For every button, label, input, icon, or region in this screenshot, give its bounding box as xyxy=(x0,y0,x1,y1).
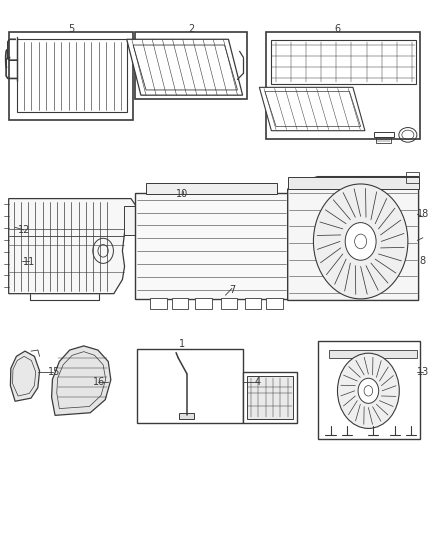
Polygon shape xyxy=(11,351,39,401)
Bar xyxy=(272,41,416,84)
Bar xyxy=(376,137,391,143)
Circle shape xyxy=(364,385,373,396)
Bar xyxy=(17,39,127,112)
Text: 7: 7 xyxy=(229,285,235,295)
Text: 2: 2 xyxy=(188,25,194,34)
Circle shape xyxy=(345,223,376,260)
Bar xyxy=(247,376,293,419)
Text: 12: 12 xyxy=(18,225,30,235)
Polygon shape xyxy=(9,199,138,294)
Bar xyxy=(9,33,133,120)
Bar xyxy=(245,298,261,309)
Text: 18: 18 xyxy=(417,209,429,219)
Text: 11: 11 xyxy=(23,257,35,268)
Circle shape xyxy=(314,184,408,299)
Bar xyxy=(124,206,138,235)
Circle shape xyxy=(355,234,367,249)
Polygon shape xyxy=(52,346,111,415)
Text: 5: 5 xyxy=(68,25,74,34)
Text: 8: 8 xyxy=(420,256,426,266)
Bar xyxy=(318,341,420,439)
Text: 1: 1 xyxy=(180,339,186,349)
Text: 10: 10 xyxy=(177,189,189,199)
Bar xyxy=(179,413,194,419)
Polygon shape xyxy=(259,87,365,131)
Bar xyxy=(266,298,283,309)
Bar xyxy=(243,372,297,423)
Bar xyxy=(221,298,237,309)
Bar xyxy=(150,298,166,309)
Text: 4: 4 xyxy=(254,377,261,387)
Circle shape xyxy=(337,353,399,429)
Bar xyxy=(406,173,419,183)
Bar xyxy=(138,349,243,423)
Bar xyxy=(266,33,420,139)
Bar xyxy=(135,33,247,99)
Polygon shape xyxy=(288,176,419,301)
Bar xyxy=(288,176,419,189)
Bar xyxy=(329,350,417,358)
Bar xyxy=(146,183,277,195)
Bar xyxy=(195,298,212,309)
Bar xyxy=(135,193,288,299)
Bar xyxy=(172,298,188,309)
Polygon shape xyxy=(127,39,243,95)
Text: 6: 6 xyxy=(334,25,340,34)
Text: 15: 15 xyxy=(48,367,60,377)
Circle shape xyxy=(358,378,379,403)
Text: 16: 16 xyxy=(93,377,105,387)
Text: 13: 13 xyxy=(417,367,429,377)
Bar xyxy=(374,132,394,137)
